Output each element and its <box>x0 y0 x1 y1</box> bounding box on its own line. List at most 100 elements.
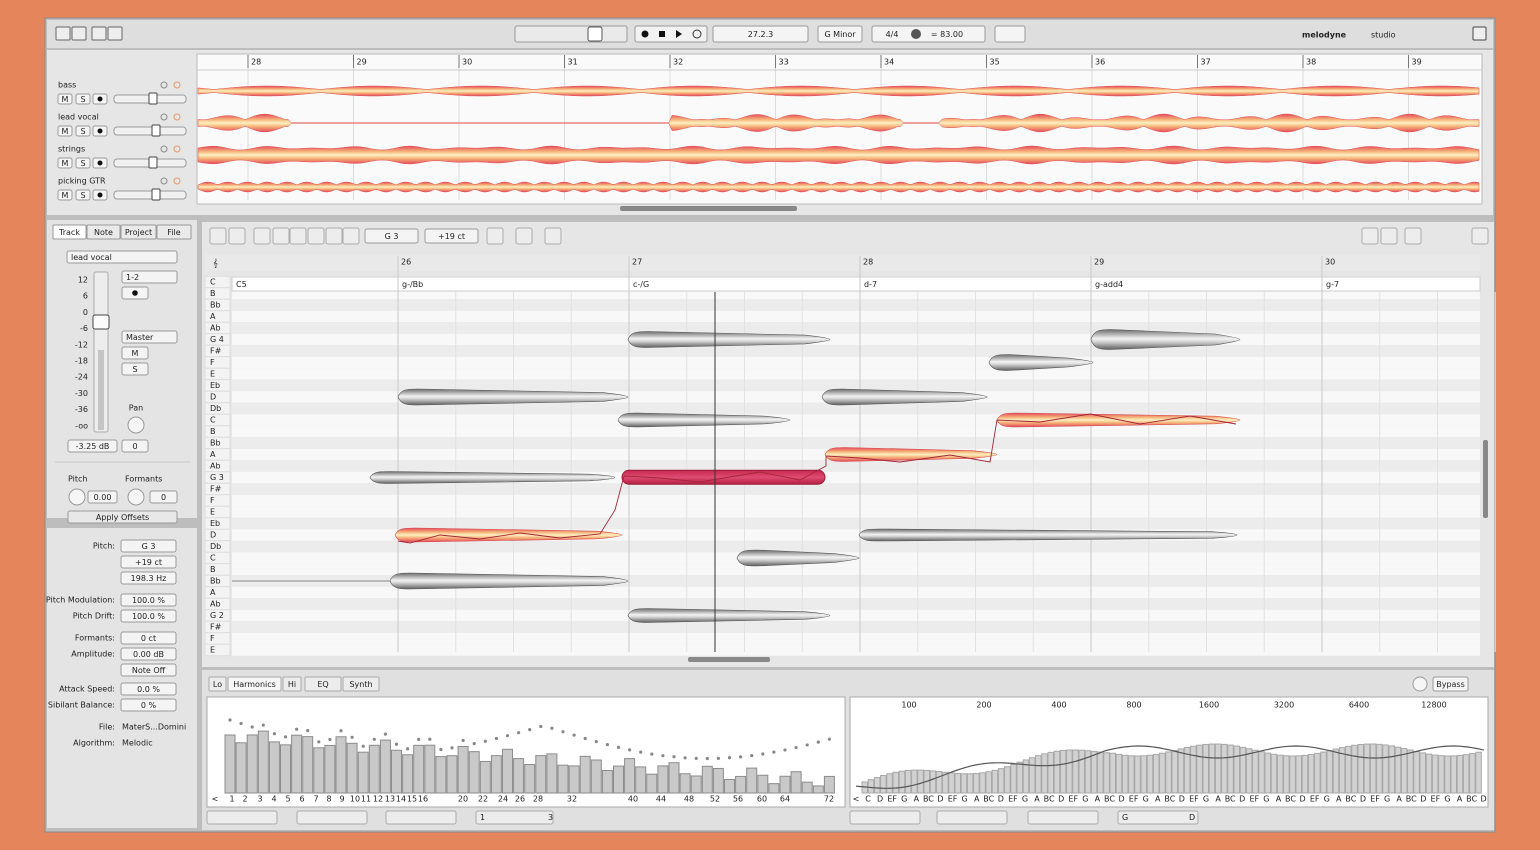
note-blob[interactable] <box>369 471 616 484</box>
tool-button[interactable] <box>486 227 504 245</box>
arrangement-scrollbar[interactable] <box>620 206 797 211</box>
inspector-tab[interactable] <box>52 224 87 240</box>
tool-button[interactable] <box>325 227 343 245</box>
tempo-display[interactable] <box>871 25 986 43</box>
view-button[interactable] <box>71 26 87 41</box>
pitch-knob[interactable] <box>68 488 86 506</box>
bypass-knob[interactable] <box>1412 676 1428 692</box>
tool-button[interactable] <box>342 227 360 245</box>
tool-button[interactable] <box>209 227 227 245</box>
volume-handle[interactable] <box>148 156 158 169</box>
view-button[interactable] <box>55 26 71 41</box>
inspector-tab[interactable] <box>86 224 121 240</box>
pan-knob[interactable] <box>127 416 145 434</box>
tool-button[interactable] <box>1404 227 1422 245</box>
view-button[interactable] <box>91 26 107 41</box>
track-volume[interactable] <box>113 190 187 200</box>
volume-handle[interactable] <box>148 92 158 105</box>
param-field[interactable] <box>120 555 177 569</box>
track-solo[interactable] <box>75 157 91 169</box>
note-blob[interactable] <box>389 572 629 590</box>
track-volume[interactable] <box>113 126 187 136</box>
track-name-field[interactable] <box>66 250 178 264</box>
tool-button[interactable] <box>544 227 562 245</box>
param-field[interactable] <box>120 682 177 696</box>
inspector-tab[interactable] <box>120 224 157 240</box>
param-field[interactable] <box>120 539 177 553</box>
track-solo[interactable] <box>75 93 91 105</box>
loop-button[interactable] <box>692 29 702 39</box>
transport-scrub[interactable] <box>514 25 628 43</box>
pitch-field[interactable] <box>364 228 419 244</box>
volume-field[interactable] <box>67 439 118 453</box>
apply-offsets[interactable] <box>67 510 178 524</box>
selected-note[interactable] <box>621 469 826 485</box>
position-display[interactable] <box>712 25 809 43</box>
param-field[interactable] <box>120 593 177 607</box>
note-blob[interactable] <box>627 331 831 348</box>
param-field[interactable] <box>120 609 177 623</box>
note-blob[interactable] <box>824 447 998 462</box>
note-blob[interactable] <box>858 528 1238 542</box>
param-field[interactable] <box>120 663 177 677</box>
track-mute[interactable] <box>57 93 73 105</box>
solo-button[interactable] <box>121 362 149 376</box>
editor-scrollbar-h[interactable] <box>688 657 770 662</box>
inspector-tab[interactable] <box>156 224 192 240</box>
param-field[interactable] <box>120 571 177 585</box>
tool-button[interactable] <box>272 227 290 245</box>
tool-button[interactable] <box>1361 227 1379 245</box>
param-field[interactable] <box>120 631 177 645</box>
tool-button[interactable] <box>253 227 271 245</box>
param-field[interactable] <box>120 698 177 712</box>
formant-offset-field[interactable] <box>149 490 178 504</box>
note-blob[interactable] <box>736 549 860 567</box>
sound-tab[interactable] <box>227 676 282 692</box>
formant-knob[interactable] <box>127 488 145 506</box>
slider-control[interactable] <box>936 810 1008 825</box>
volume-handle[interactable] <box>151 124 161 137</box>
range-control[interactable] <box>1117 810 1199 825</box>
bypass-button[interactable] <box>1432 676 1469 692</box>
slider-control[interactable] <box>849 810 921 825</box>
sound-tab[interactable] <box>282 676 302 692</box>
param-field[interactable] <box>120 647 177 661</box>
scrub-handle[interactable] <box>587 26 603 42</box>
key-display[interactable] <box>817 25 863 43</box>
sound-tab[interactable] <box>304 676 342 692</box>
note-blob[interactable] <box>988 354 1094 371</box>
note-blob[interactable] <box>627 608 831 623</box>
play-button[interactable] <box>676 30 682 38</box>
tool-button[interactable] <box>307 227 325 245</box>
track-solo[interactable] <box>75 125 91 137</box>
slider-control[interactable] <box>206 810 278 825</box>
note-blob[interactable] <box>821 388 988 406</box>
track-solo[interactable] <box>75 189 91 201</box>
tool-button[interactable] <box>289 227 307 245</box>
tool-button[interactable] <box>1380 227 1398 245</box>
editor-scrollbar-v[interactable] <box>1483 440 1488 518</box>
record-button[interactable] <box>641 30 649 38</box>
tool-button[interactable] <box>228 227 246 245</box>
track-mute[interactable] <box>57 125 73 137</box>
tool-button[interactable] <box>515 227 533 245</box>
output-select[interactable] <box>121 330 178 344</box>
note-blob[interactable] <box>397 388 629 406</box>
sound-tab[interactable] <box>208 676 227 692</box>
note-blob[interactable] <box>617 412 791 428</box>
note-blob[interactable] <box>1090 329 1241 350</box>
volume-handle[interactable] <box>151 188 161 201</box>
nudge-button[interactable] <box>994 25 1026 43</box>
mute-button[interactable] <box>121 346 149 360</box>
track-mute[interactable] <box>57 189 73 201</box>
cents-field[interactable] <box>424 228 479 244</box>
range-control[interactable] <box>475 810 554 825</box>
fader-knob[interactable] <box>92 314 110 330</box>
sound-tab[interactable] <box>342 676 380 692</box>
pan-field[interactable] <box>121 439 149 453</box>
slider-control[interactable] <box>1027 810 1099 825</box>
panel-toggle[interactable] <box>1472 26 1487 41</box>
slider-control[interactable] <box>296 810 368 825</box>
tool-button[interactable] <box>1471 227 1489 245</box>
channel-select[interactable] <box>121 270 178 284</box>
